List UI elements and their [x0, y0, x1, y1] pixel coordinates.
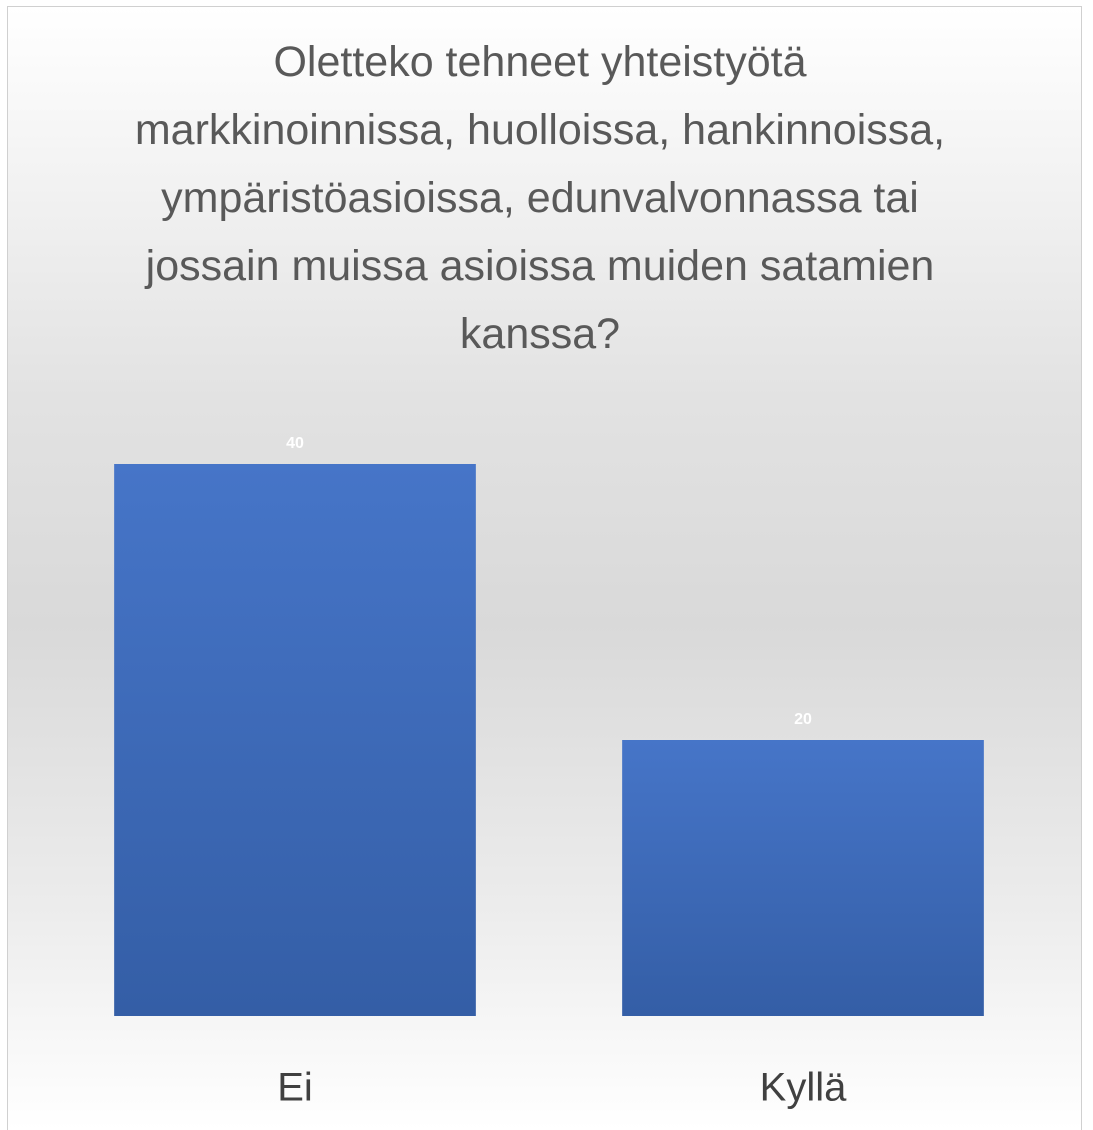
bar: [114, 464, 476, 1016]
data-label: 40: [286, 435, 304, 452]
chart-title: Oletteko tehneet yhteistyötä markkinoinn…: [134, 38, 946, 358]
bar: [622, 740, 984, 1016]
x-tick-label: Kyllä: [760, 1066, 847, 1110]
data-label: 20: [794, 711, 812, 728]
x-tick-label: Ei: [277, 1066, 313, 1110]
